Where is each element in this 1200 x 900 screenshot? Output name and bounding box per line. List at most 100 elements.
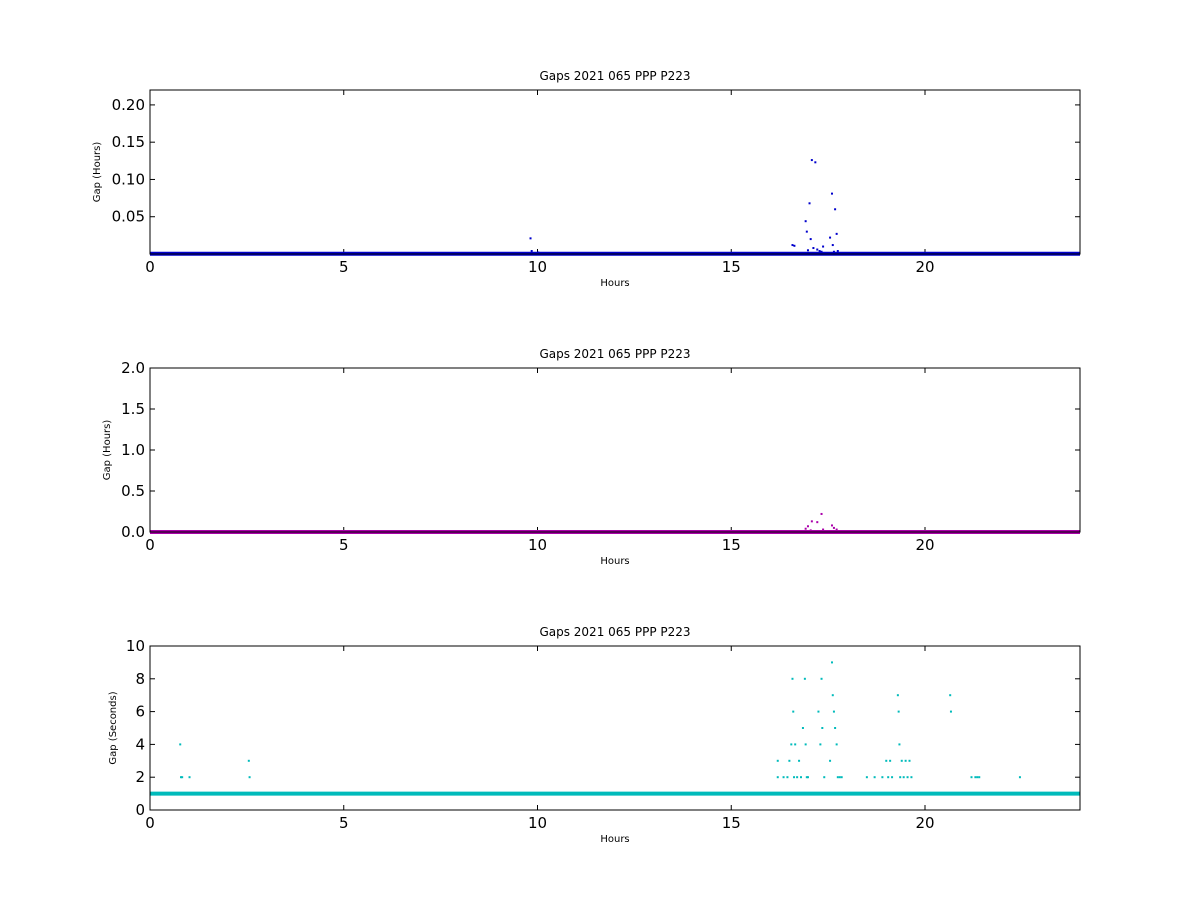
x-tick-label: 20	[915, 536, 934, 554]
data-point	[805, 776, 808, 779]
data-point	[806, 249, 809, 252]
data-point	[179, 743, 182, 746]
data-point	[782, 776, 785, 779]
data-point	[891, 776, 894, 779]
x-tick-label: 15	[722, 814, 741, 832]
data-point	[809, 529, 812, 532]
y-tick-label: 1.0	[121, 441, 145, 459]
data-point	[831, 524, 833, 527]
data-point	[808, 202, 811, 205]
data-point	[818, 250, 821, 253]
data-point	[835, 528, 838, 531]
plot-frame	[149, 645, 1081, 811]
data-point	[899, 776, 902, 779]
data-point	[790, 743, 793, 746]
data-point	[910, 776, 913, 779]
x-tick-label: 20	[915, 258, 934, 276]
data-point	[786, 776, 789, 779]
y-tick-label: 0.20	[112, 96, 145, 114]
y-tick-label: 0.0	[121, 523, 145, 541]
data-point	[904, 759, 907, 762]
data-point	[806, 776, 809, 779]
x-tick-label: 5	[339, 536, 349, 554]
data-point	[978, 776, 981, 779]
data-point	[831, 661, 833, 664]
data-point	[814, 161, 817, 164]
data-point	[793, 244, 796, 247]
data-point	[908, 759, 911, 762]
y-tick-label: 0.15	[112, 133, 145, 151]
y-tick-label: 6	[135, 703, 145, 721]
data-point	[798, 759, 801, 762]
data-point	[887, 776, 890, 779]
data-point	[834, 727, 837, 729]
data-point	[793, 776, 796, 779]
data-point	[831, 192, 833, 195]
data-point	[820, 512, 823, 515]
data-point	[804, 527, 807, 530]
data-point	[816, 248, 819, 251]
data-point	[838, 776, 841, 779]
x-tick-label: 5	[339, 814, 349, 832]
data-point	[776, 776, 779, 779]
y-tick-label: 0.5	[121, 482, 145, 500]
x-axis-label: Hours	[600, 278, 629, 289]
chart-title: Gaps 2021 065 PPP P223	[539, 625, 690, 639]
y-tick-label: 8	[135, 670, 145, 688]
data-point	[248, 776, 251, 779]
subplot-1: Gaps 2021 065 PPP P223 Hours Gap (Hours)…	[92, 69, 1081, 289]
plot-frame	[149, 367, 1081, 533]
data-point	[776, 759, 779, 762]
subplot-2: Gaps 2021 065 PPP P223 Hours Gap (Hours)…	[102, 347, 1081, 567]
data-point	[949, 694, 952, 697]
data-point	[801, 727, 804, 729]
data-point	[1018, 776, 1021, 779]
data-point	[835, 743, 838, 746]
data-point	[832, 250, 835, 253]
data-point	[822, 245, 825, 248]
plot-frame	[149, 89, 1081, 255]
data-point	[835, 232, 838, 235]
x-tick-label: 20	[915, 814, 934, 832]
data-point	[820, 677, 823, 680]
ticks: 0 5 10 15 20 0 2 4 6 8 10	[126, 637, 1080, 832]
y-tick-label: 0	[135, 801, 145, 819]
data-point	[889, 759, 892, 762]
x-tick-label: 10	[528, 258, 547, 276]
data-point	[812, 247, 815, 250]
data-point	[806, 525, 809, 528]
data-point	[181, 776, 184, 779]
data-point	[180, 776, 182, 779]
y-tick-label: 1.5	[121, 400, 145, 418]
data-point	[794, 743, 797, 746]
data-point	[897, 710, 900, 713]
x-tick-label: 15	[722, 536, 741, 554]
y-tick-label: 10	[126, 637, 145, 655]
data-point	[898, 743, 901, 746]
data-point	[810, 520, 813, 523]
data-point	[970, 776, 973, 779]
data-point	[949, 710, 952, 713]
data-point	[829, 236, 832, 239]
x-tick-label: 10	[528, 814, 547, 832]
y-axis-label: Gap (Hours)	[92, 142, 103, 203]
chart-title: Gaps 2021 065 PPP P223	[539, 69, 690, 83]
data-point	[820, 250, 823, 253]
data-point	[900, 759, 903, 762]
data-point	[834, 208, 837, 211]
x-tick-label: 15	[722, 258, 741, 276]
data-marks	[150, 512, 1080, 534]
data-point	[188, 776, 191, 779]
data-point	[804, 220, 807, 223]
data-point	[832, 710, 835, 713]
data-point	[804, 743, 807, 746]
data-point	[896, 694, 899, 697]
subplot-3: Gaps 2021 065 PPP P223 Hours Gap (Second…	[108, 625, 1081, 845]
data-point	[791, 244, 794, 247]
data-point	[810, 159, 813, 162]
y-tick-label: 0.05	[112, 208, 145, 226]
data-point	[803, 677, 806, 680]
chart-title: Gaps 2021 065 PPP P223	[539, 347, 690, 361]
y-axis-label: Gap (Seconds)	[108, 691, 119, 764]
x-tick-label: 5	[339, 258, 349, 276]
